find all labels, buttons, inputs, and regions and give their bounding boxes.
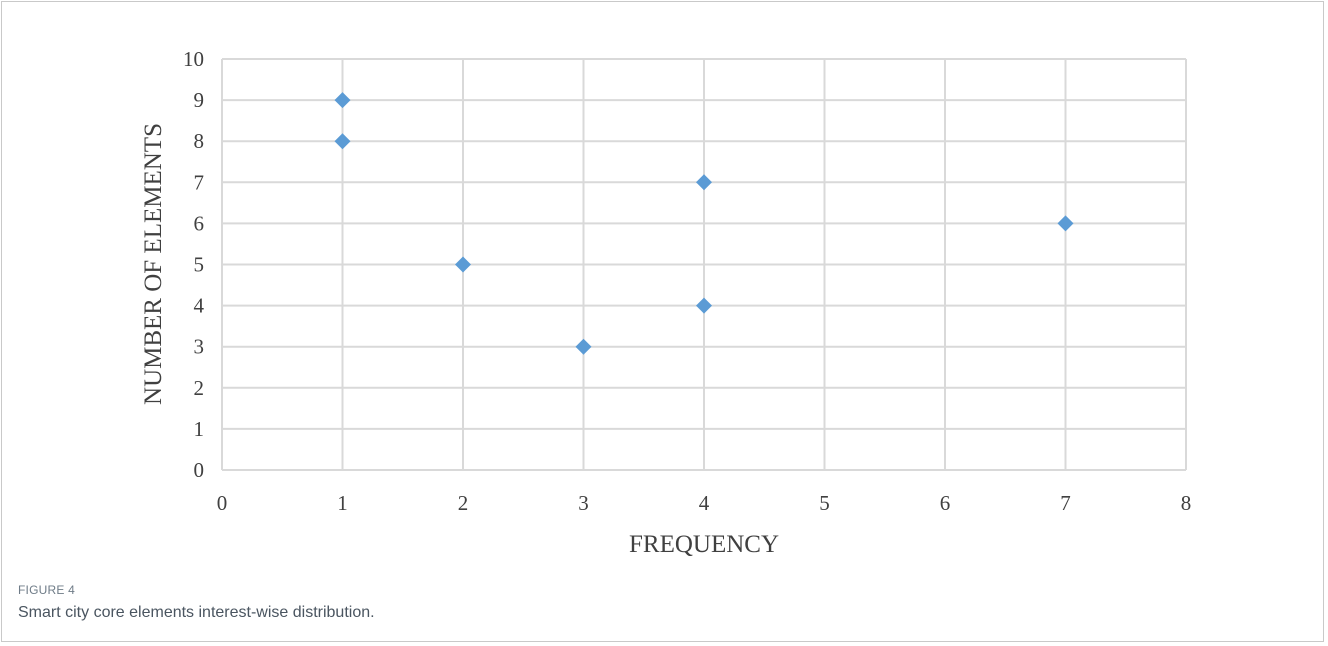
scatter-chart: 0 1 2 3 4 5 6 7 8 0 1 2 3 4 5 6 7 8 9 10 FREQUENCY NUMBER O… bbox=[0, 0, 1328, 580]
x-tick-label: 1 bbox=[337, 491, 348, 515]
figure-caption: Smart city core elements interest-wise d… bbox=[18, 604, 375, 622]
y-tick-label: 9 bbox=[194, 88, 205, 112]
y-axis-title: NUMBER OF ELEMENTS bbox=[140, 123, 167, 405]
y-tick-label: 0 bbox=[194, 458, 205, 482]
data-point bbox=[335, 92, 351, 108]
x-tick-label: 5 bbox=[819, 491, 830, 515]
data-point bbox=[696, 298, 712, 314]
y-tick-label: 3 bbox=[194, 335, 205, 359]
y-tick-label: 4 bbox=[194, 294, 205, 318]
x-tick-label: 8 bbox=[1181, 491, 1192, 515]
x-tick-label: 2 bbox=[458, 491, 469, 515]
y-tick-label: 8 bbox=[194, 129, 205, 153]
y-tick-label: 7 bbox=[194, 170, 205, 194]
grid-layer bbox=[222, 59, 1186, 470]
y-tick-label: 6 bbox=[194, 211, 205, 235]
data-point bbox=[455, 257, 471, 273]
data-point bbox=[576, 339, 592, 355]
y-tick-label: 10 bbox=[183, 47, 204, 71]
tick-layer: 0 1 2 3 4 5 6 7 8 0 1 2 3 4 5 6 7 8 9 10 bbox=[183, 47, 1191, 515]
x-axis-title: FREQUENCY bbox=[629, 531, 779, 558]
y-tick-label: 5 bbox=[194, 253, 205, 277]
y-tick-label: 2 bbox=[194, 376, 205, 400]
data-point bbox=[696, 174, 712, 190]
x-tick-label: 0 bbox=[217, 491, 228, 515]
x-tick-label: 6 bbox=[940, 491, 951, 515]
data-point bbox=[335, 133, 351, 149]
x-tick-label: 3 bbox=[578, 491, 589, 515]
figure-label: FIGURE 4 bbox=[18, 583, 75, 597]
data-point bbox=[1058, 215, 1074, 231]
x-tick-label: 4 bbox=[699, 491, 710, 515]
y-tick-label: 1 bbox=[194, 417, 205, 441]
x-tick-label: 7 bbox=[1060, 491, 1071, 515]
